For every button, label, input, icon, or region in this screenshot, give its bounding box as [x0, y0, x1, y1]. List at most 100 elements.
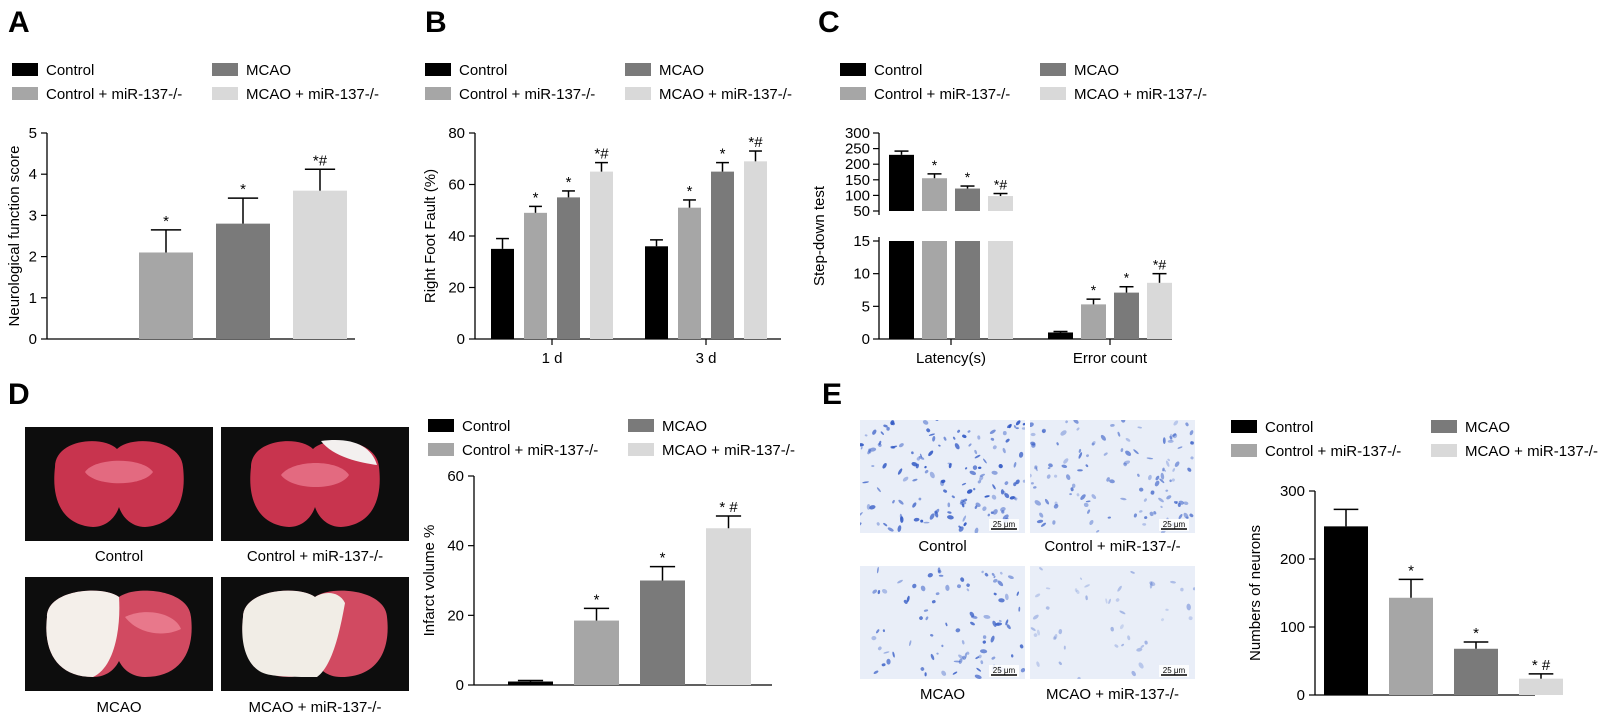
y-axis-label-E: Numbers of neurons: [1247, 525, 1264, 661]
y-tick-label-D: 40: [447, 538, 464, 555]
bar-C: [988, 241, 1013, 339]
bar-B: [678, 207, 701, 339]
legend-swatch-C-0: [840, 63, 866, 76]
caption-d-control-mir: Control + miR-137-/-: [246, 548, 384, 565]
legend-swatch-D-3: [628, 443, 654, 456]
y-tick-label-C: 300: [845, 125, 870, 142]
legend-swatch-E-2: [1231, 444, 1257, 457]
significance-mark-A: *: [240, 181, 246, 198]
caption-d-control: Control: [94, 548, 144, 565]
y-tick-label-A: 0: [29, 331, 37, 348]
x-tick-label-B: 3 d: [696, 350, 717, 367]
nissl-control-image: 25 μm: [860, 420, 1025, 533]
nissl-control-mir-image: 25 μm: [1030, 420, 1195, 533]
y-tick-label-B: 40: [448, 228, 465, 245]
legend-swatch-B-0: [425, 63, 451, 76]
legend-swatch-D-1: [628, 419, 654, 432]
y-axis-label-D: Infarct volume %: [421, 525, 438, 637]
legend-label-B-0: Control: [459, 62, 507, 79]
bar-E: [1389, 597, 1433, 695]
bar-C: [889, 241, 914, 339]
bar-B: [491, 248, 514, 339]
caption-e-mcao-mir: MCAO + miR-137-/-: [1046, 686, 1179, 703]
brain-slice-control-image: [25, 427, 213, 541]
bar-B: [645, 246, 668, 339]
y-tick-label-D: 60: [447, 468, 464, 485]
significance-mark-C: *: [1091, 282, 1097, 298]
panel-label-C: C: [818, 6, 840, 39]
y-tick-label-E: 200: [1280, 551, 1305, 568]
significance-mark-C: *: [1124, 270, 1130, 286]
significance-mark-B: *#: [594, 146, 609, 163]
legend-label-B-3: MCAO + miR-137-/-: [659, 86, 792, 103]
nissl-mcao-mir-image: 25 μm: [1030, 566, 1195, 679]
y-tick-label-E: 0: [1297, 687, 1305, 704]
bar-D: [706, 528, 751, 685]
legend-swatch-A-2: [12, 87, 38, 100]
bar-C: [1114, 292, 1139, 339]
legend-swatch-D-2: [428, 443, 454, 456]
caption-d-mcao-mir: MCAO + miR-137-/-: [248, 699, 382, 716]
panel-label-A: A: [8, 6, 30, 39]
bar-C: [955, 188, 980, 211]
significance-mark-D: * #: [719, 499, 738, 516]
x-tick-label-C: Error count: [1073, 350, 1148, 367]
bar-B: [711, 171, 734, 339]
significance-mark-B: *: [687, 183, 693, 200]
legend-swatch-A-0: [12, 63, 38, 76]
y-axis-label-B: Right Foot Fault (%): [422, 169, 439, 303]
legend-swatch-E-0: [1231, 420, 1257, 433]
bar-D: [508, 681, 553, 685]
legend-swatch-D-0: [428, 419, 454, 432]
brain-slice-mcao-image: [25, 577, 213, 691]
bar-A: [293, 190, 347, 339]
y-tick-label-A: 3: [29, 207, 37, 224]
significance-mark-E: *: [1408, 562, 1414, 579]
caption-d-mcao: MCAO: [96, 699, 142, 716]
legend-label-C-0: Control: [874, 62, 922, 79]
caption-e-mcao: MCAO: [920, 686, 965, 703]
legend-label-B-2: Control + miR-137-/-: [459, 86, 595, 103]
bar-C: [1081, 304, 1106, 339]
legend-label-C-3: MCAO + miR-137-/-: [1074, 86, 1207, 103]
y-tick-label-A: 4: [29, 166, 37, 183]
brain-slice-mcao-mir-image: [221, 577, 409, 691]
bar-E: [1454, 648, 1498, 695]
bar-C: [889, 154, 914, 211]
bar-C: [988, 196, 1013, 211]
panel-label-B: B: [425, 6, 447, 39]
legend-label-B-1: MCAO: [659, 62, 704, 79]
legend-label-A-3: MCAO + miR-137-/-: [246, 86, 379, 103]
bar-C: [922, 241, 947, 339]
y-tick-label-B: 60: [448, 177, 465, 194]
bar-A: [216, 223, 270, 339]
legend-label-E-2: Control + miR-137-/-: [1265, 443, 1401, 460]
y-tick-label-C: 50: [853, 203, 870, 220]
bar-B: [557, 197, 580, 339]
legend-label-D-2: Control + miR-137-/-: [462, 442, 598, 459]
bar-A: [139, 252, 193, 339]
significance-mark-D: *: [660, 550, 666, 567]
legend-swatch-E-1: [1431, 420, 1457, 433]
significance-mark-B: *: [533, 189, 539, 206]
significance-mark-C: *: [932, 157, 938, 173]
bar-D: [640, 580, 685, 685]
significance-mark-C: *#: [994, 177, 1007, 193]
y-tick-label-C: 5: [862, 298, 870, 315]
bar-C: [1048, 332, 1073, 339]
y-axis-label-C: Step-down test: [811, 185, 828, 286]
legend-swatch-A-1: [212, 63, 238, 76]
caption-e-control-mir: Control + miR-137-/-: [1044, 538, 1181, 555]
y-tick-label-C: 250: [845, 141, 870, 158]
y-axis-label-A: Neurological function score: [6, 146, 23, 327]
caption-e-control: Control: [918, 538, 967, 555]
legend-swatch-B-3: [625, 87, 651, 100]
x-tick-label-C: Latency(s): [916, 350, 986, 367]
y-tick-label-C: 100: [845, 187, 870, 204]
legend-label-E-1: MCAO: [1465, 419, 1510, 436]
significance-mark-A: *#: [313, 152, 328, 169]
significance-mark-E: * #: [1532, 657, 1551, 674]
legend-label-C-2: Control + miR-137-/-: [874, 86, 1010, 103]
y-tick-label-C: 150: [845, 172, 870, 189]
legend-swatch-C-3: [1040, 87, 1066, 100]
